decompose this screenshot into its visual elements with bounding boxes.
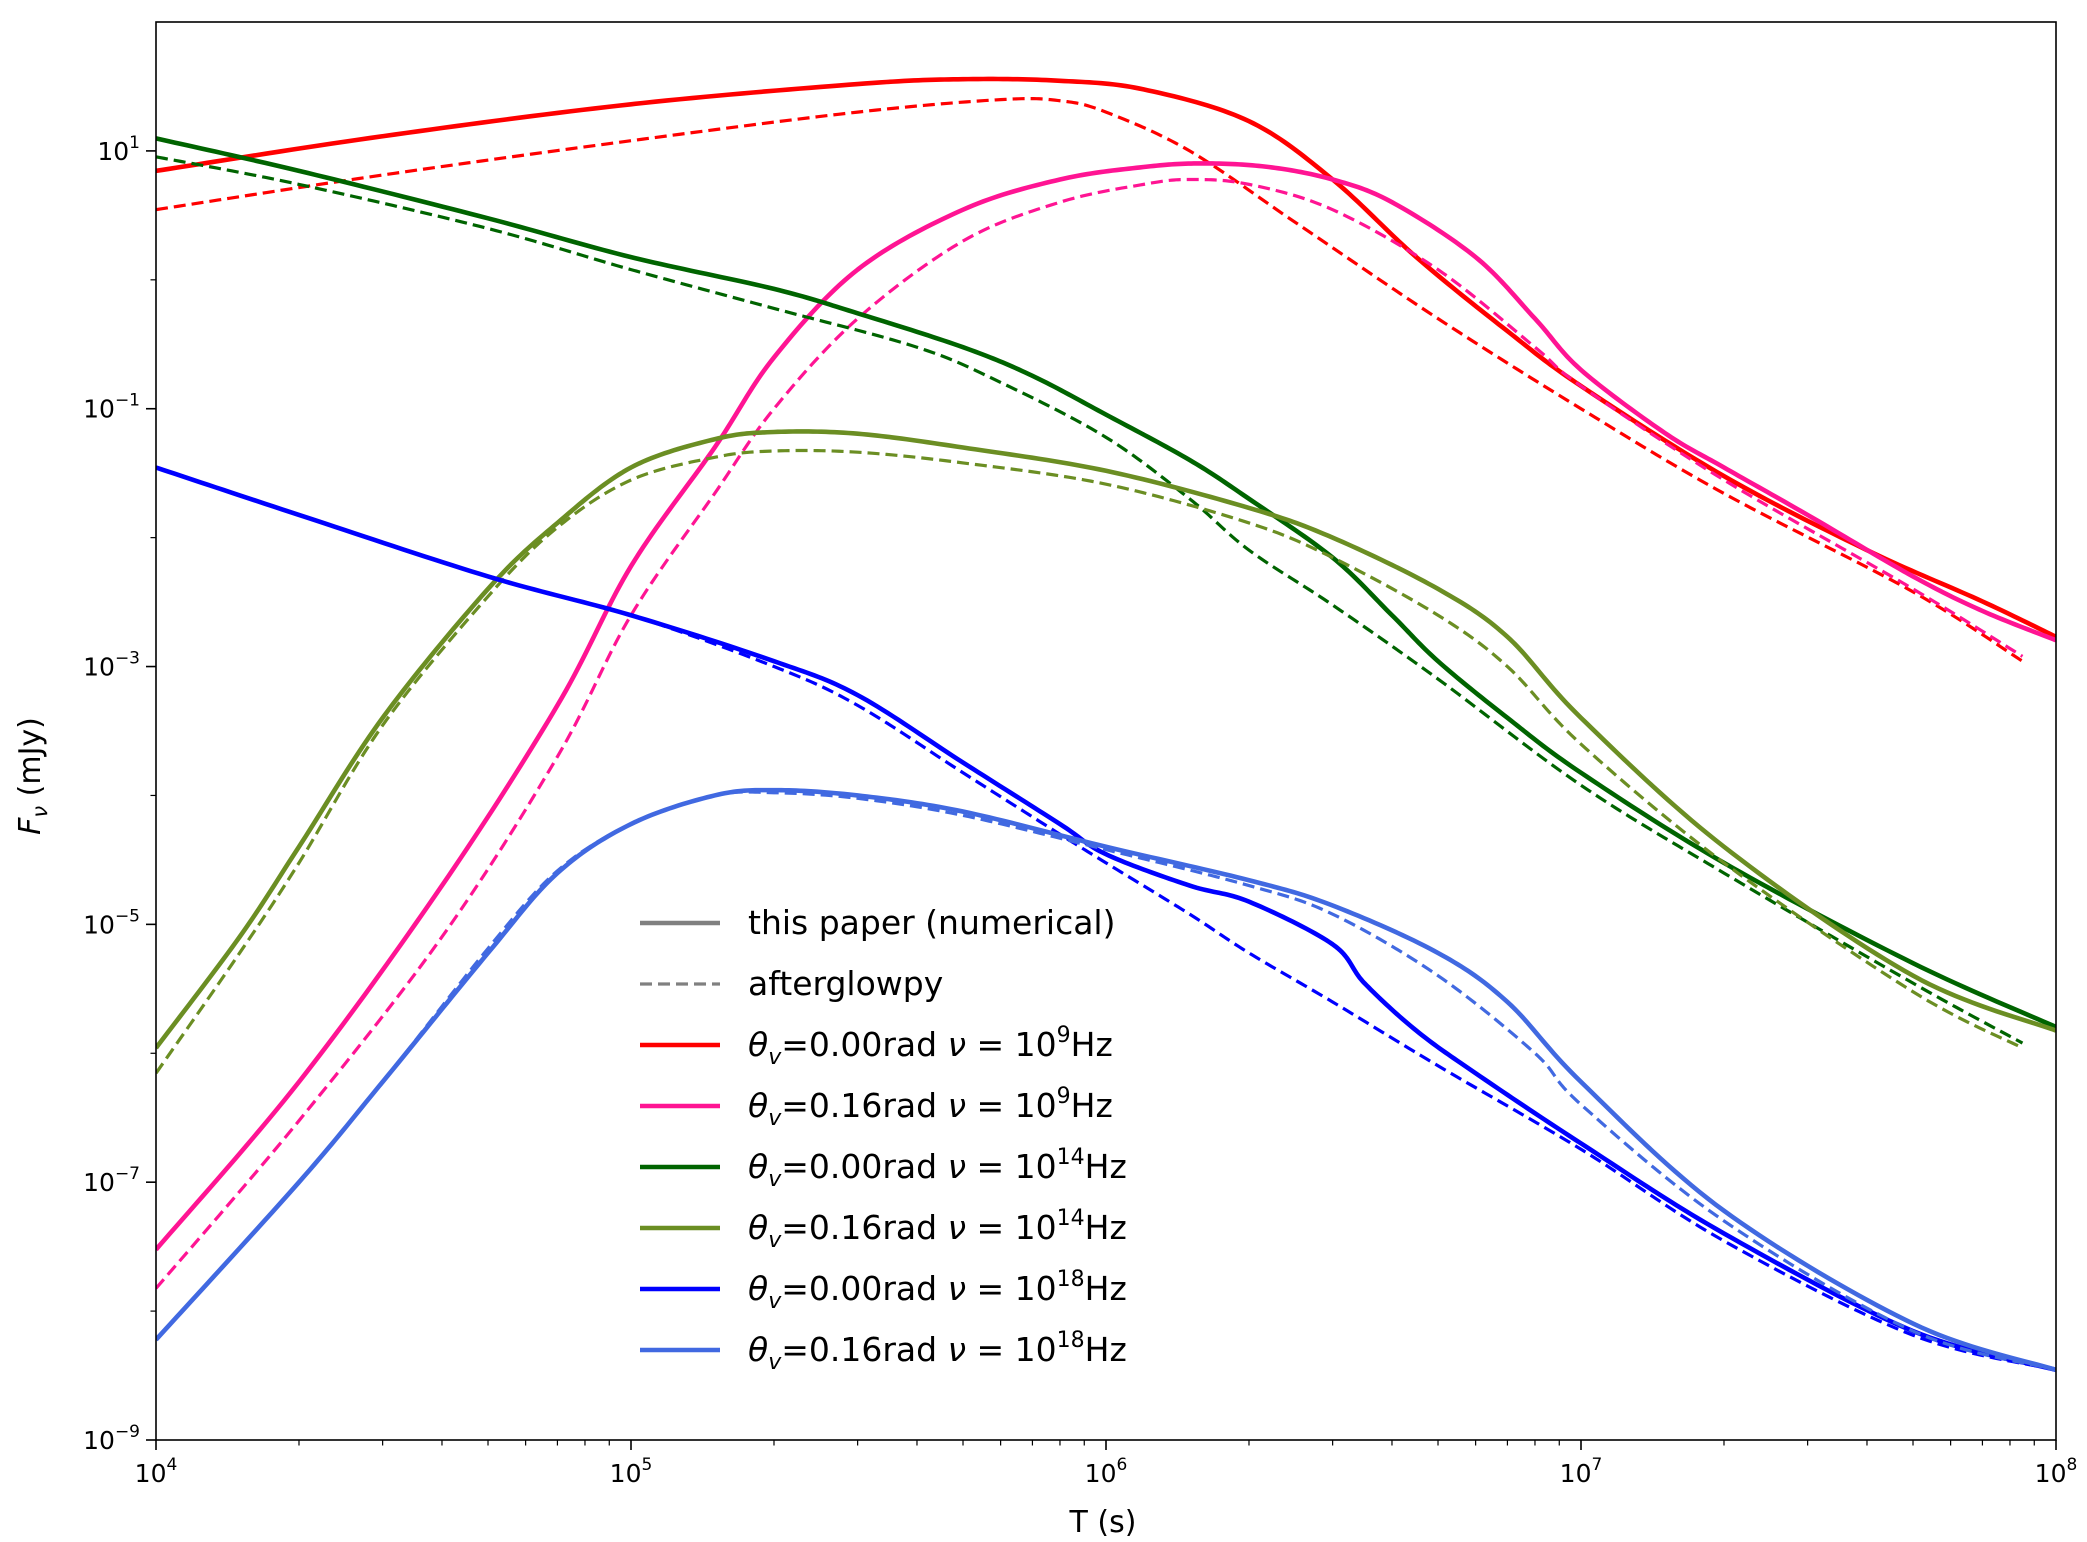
series-line-2-afterglowpy [156,96,2024,663]
series-line-1-numerical [156,76,2056,639]
y-tick-label: 101 [97,133,140,166]
x-tick-label: 105 [610,1455,653,1488]
x-tick-label: 108 [2035,1455,2078,1488]
legend-entry-2: afterglowpy [748,964,943,1003]
legend-entry-8: θv=0.16rad ν = 1018Hz [748,1328,1127,1375]
series-line-12-afterglowpy [156,790,2056,1372]
series-line-11-numerical [156,787,2056,1373]
series-line-4-afterglowpy [156,177,2024,1290]
series-line-8-afterglowpy [156,448,2024,1075]
legend-entry-4: θv=0.16rad ν = 109Hz [748,1084,1113,1131]
series-line-3-numerical [156,161,2056,1252]
legend-entry-7: θv=0.00rad ν = 1018Hz [748,1267,1127,1314]
y-tick-label: 10−3 [83,649,140,682]
x-tick-label: 104 [135,1455,178,1488]
series-line-7-numerical [156,429,2056,1050]
y-tick-label: 10−5 [83,906,140,939]
legend-entry-6: θv=0.16rad ν = 1014Hz [748,1206,1127,1253]
x-tick-label: 107 [1560,1455,1603,1488]
series-line-10-afterglowpy [156,465,2056,1372]
axes-layer: 104 105 106 107 108 10−9 10−7 10−5 10−3 10−1 101 [83,21,2078,1488]
legend-entry-1: this paper (numerical) [748,903,1115,942]
legend-entry-5: θv=0.00rad ν = 1014Hz [748,1145,1127,1192]
legend-entry-3: θv=0.00rad ν = 109Hz [748,1023,1113,1070]
y-tick-label: 10−1 [83,391,140,424]
y-tick-label: 10−7 [83,1164,140,1197]
y-axis-label: Fν (mJy) [13,717,52,835]
y-tick-label: 10−9 [83,1422,140,1455]
x-axis-label: T (s) [1069,1505,1137,1540]
series-line-6-afterglowpy [156,155,2024,1045]
x-tick-label: 106 [1085,1455,1128,1488]
series-layer [156,76,2056,1373]
legend: this paper (numerical) afterglowpy θv=0.00… [640,903,1127,1375]
series-line-5-numerical [156,136,2056,1030]
